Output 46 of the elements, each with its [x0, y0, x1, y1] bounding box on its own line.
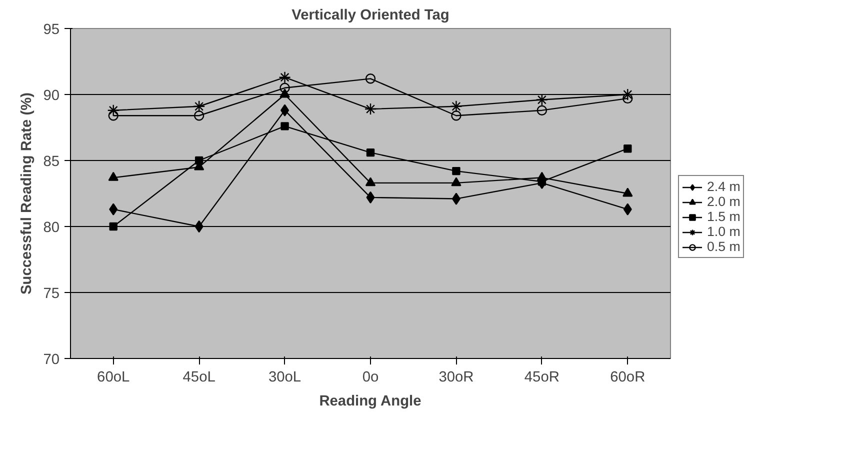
point — [536, 94, 548, 106]
x-tick-label: 45oL — [182, 370, 216, 386]
point — [280, 82, 290, 93]
point — [622, 188, 633, 197]
x-tick-label: 30oL — [268, 370, 302, 386]
legend-label: 0.5 m — [707, 239, 740, 254]
point — [624, 144, 632, 153]
point — [452, 166, 460, 176]
point — [280, 104, 290, 116]
point — [109, 203, 118, 216]
point — [194, 110, 204, 121]
x-tick-label: 45oR — [524, 370, 560, 386]
point — [365, 177, 376, 186]
x-axis-title: Reading Angle — [319, 394, 422, 410]
point — [452, 192, 460, 205]
x-tick-label: 30oR — [438, 370, 474, 386]
y-tick-label: 90 — [43, 88, 60, 104]
y-tick-label: 70 — [43, 352, 60, 368]
point — [365, 74, 376, 84]
point — [364, 102, 377, 116]
point — [538, 178, 546, 186]
point — [280, 122, 289, 130]
legend-label: 1.0 m — [707, 224, 740, 239]
y-tick-label: 75 — [43, 286, 60, 302]
point — [623, 203, 632, 216]
point — [451, 110, 462, 121]
legend-label: 1.5 m — [707, 209, 740, 224]
point — [108, 172, 118, 181]
chart-title: Vertically Oriented Tag — [292, 8, 450, 24]
x-tick-label: 60oR — [610, 370, 646, 386]
legend-label: 2.4 m — [707, 179, 740, 194]
point — [109, 222, 118, 231]
x-tick-label: 60oL — [97, 370, 130, 386]
point — [536, 105, 548, 116]
point — [194, 156, 204, 165]
y-tick-label: 95 — [43, 22, 60, 38]
y-tick-label: 85 — [43, 154, 60, 170]
x-tick-label: 0o — [362, 370, 379, 386]
point — [451, 177, 462, 186]
point — [366, 148, 375, 157]
y-tick-label: 80 — [43, 220, 60, 236]
point — [192, 100, 206, 112]
legend-label: 2.0 m — [707, 194, 740, 209]
y-axis-title: Successful Reading Rate (%) — [19, 92, 36, 294]
point — [278, 71, 291, 84]
point — [450, 100, 462, 112]
